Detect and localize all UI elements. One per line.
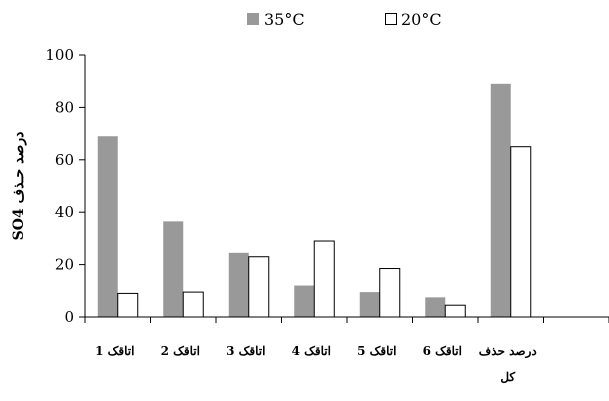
x-category-label: 6 اتاقک [423, 344, 462, 358]
bar-35c-4 [294, 285, 315, 317]
bar-35c-5 [359, 292, 380, 317]
x-category-label: 4 اتاقک [292, 344, 331, 358]
bar-20c-3 [248, 256, 270, 318]
bar-20c-4 [313, 240, 335, 318]
bar-35c-2 [163, 221, 184, 317]
legend-swatch-35c [247, 13, 259, 25]
bars [97, 83, 532, 318]
y-tick-label: 20 [55, 256, 74, 274]
x-category-label: 5 اتاقک [357, 344, 396, 358]
y-tick-label: 60 [55, 151, 74, 169]
y-tick-label: 40 [55, 203, 74, 221]
y-axis-label: SO4 درصد حـذف [11, 132, 27, 241]
x-category-label: 3 اتاقک [226, 344, 265, 358]
bar-35c-1 [97, 136, 118, 317]
y-tick-label: 80 [55, 98, 74, 116]
y-tick-label: 100 [45, 46, 74, 64]
bar-35c-3 [228, 252, 249, 317]
bar-20c-7 [510, 146, 532, 318]
x-category-label: کل [500, 370, 515, 384]
y-tick-label: 0 [64, 308, 74, 326]
bar-20c-1 [117, 292, 139, 318]
bar-20c-5 [379, 268, 401, 318]
legend-label-35c: 35°C [264, 10, 305, 29]
legend-swatch-20c [385, 13, 397, 25]
bar-35c-6 [425, 297, 446, 317]
legend: 35°C 20°C [247, 10, 442, 29]
bar-20c-2 [182, 291, 204, 318]
bar-20c-6 [444, 304, 466, 318]
x-category-label: 1 اتاقک [95, 344, 134, 358]
x-category-label: درصد حذف [479, 344, 537, 359]
x-axis: 1 اتاقک 2 اتاقک 3 اتاقک 4 اتاقک 5 اتاقک 6 اتا… [84, 316, 609, 384]
x-category-label: 2 اتاقک [161, 344, 200, 358]
bar-35c-7 [490, 83, 511, 317]
legend-label-20c: 20°C [401, 10, 442, 29]
y-axis: 0 20 40 60 80 100 [45, 46, 86, 326]
